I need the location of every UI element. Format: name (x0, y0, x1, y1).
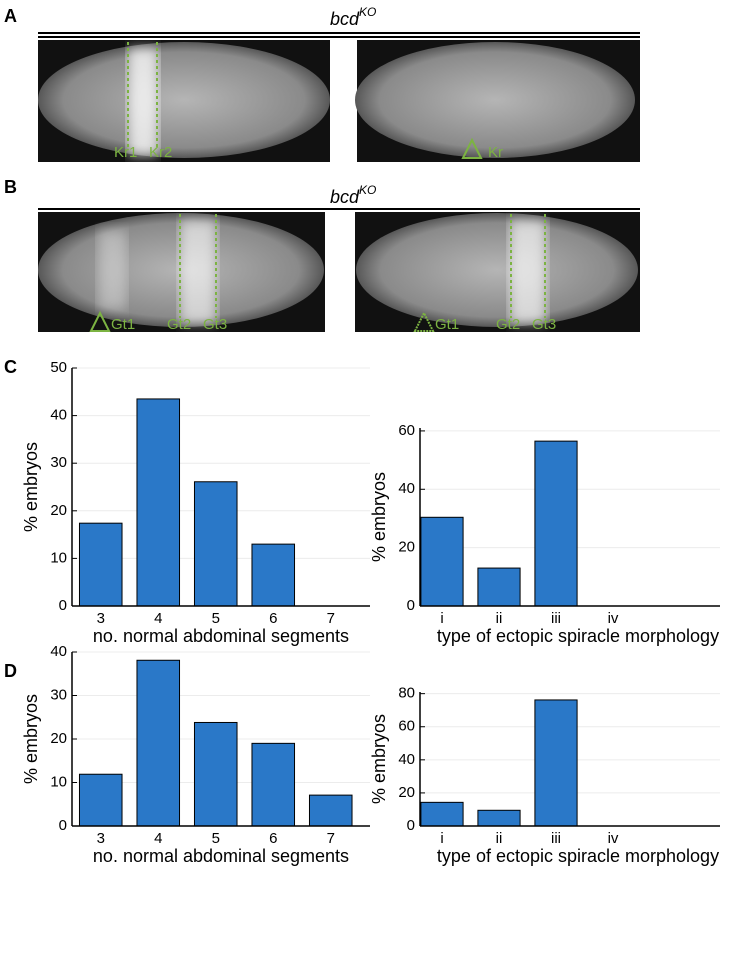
x-tick-label: 5 (212, 610, 220, 627)
gene-label: Kr (488, 144, 503, 161)
y-tick-label: 40 (50, 643, 67, 660)
gene-label: Kr2 (149, 144, 172, 161)
y-tick-label: 10 (50, 773, 67, 790)
x-tick-label: 5 (212, 830, 220, 847)
gene-label: Gt3 (203, 316, 227, 333)
gene-label: Gt1 (111, 316, 135, 333)
x-tick-label: iii (551, 610, 561, 627)
panel-label: B (4, 177, 17, 197)
triangle (461, 137, 483, 159)
stripe (510, 220, 546, 324)
triangle (413, 310, 435, 332)
x-axis-label: no. normal abdominal segments (93, 626, 349, 646)
stripe (98, 230, 126, 310)
x-tick-label: ii (496, 830, 503, 847)
y-axis-label: % embryos (21, 694, 41, 784)
y-axis-label: % embryos (21, 442, 41, 532)
bar (477, 567, 521, 607)
y-tick-label: 10 (50, 549, 67, 566)
x-tick-label: iii (551, 830, 561, 847)
bar (477, 809, 521, 827)
x-axis-label: type of ectopic spiracle morphology (437, 626, 719, 646)
x-tick-label: 4 (154, 830, 162, 847)
y-tick-label: 30 (50, 686, 67, 703)
bar (420, 801, 464, 827)
stripe (180, 220, 216, 324)
x-tick-label: iv (608, 610, 619, 627)
x-axis-label: no. normal abdominal segments (93, 846, 349, 866)
y-tick-label: 0 (59, 597, 67, 614)
x-tick-label: 6 (269, 610, 277, 627)
embryo (38, 42, 330, 158)
image-title: bcdKO (330, 183, 376, 207)
x-tick-label: 7 (327, 610, 335, 627)
y-tick-label: 50 (50, 359, 67, 376)
x-tick-label: iv (608, 830, 619, 847)
x-tick-label: i (440, 830, 443, 847)
gene-label: Gt2 (496, 316, 520, 333)
x-tick-label: 4 (154, 610, 162, 627)
y-tick-label: 0 (59, 817, 67, 834)
bar (193, 721, 238, 827)
x-tick-label: 7 (327, 830, 335, 847)
bar (308, 794, 353, 827)
bar (193, 481, 238, 607)
bar (251, 742, 296, 827)
y-tick-label: 0 (407, 597, 415, 614)
image-title: bcdKO (330, 5, 376, 29)
embryo (356, 213, 638, 327)
bar (78, 522, 123, 607)
y-tick-label: 20 (50, 502, 67, 519)
bar (420, 516, 464, 607)
y-axis-label: % embryos (369, 714, 389, 804)
embryo (355, 42, 635, 158)
bar (534, 699, 578, 827)
gene-label: Gt2 (167, 316, 191, 333)
y-tick-label: 80 (398, 685, 415, 702)
y-tick-label: 20 (398, 784, 415, 801)
bar (78, 773, 123, 827)
gene-label: Gt1 (435, 316, 459, 333)
y-tick-label: 60 (398, 718, 415, 735)
y-tick-label: 40 (50, 407, 67, 424)
y-tick-label: 60 (398, 422, 415, 439)
y-tick-label: 0 (407, 817, 415, 834)
y-tick-label: 20 (398, 539, 415, 556)
y-tick-label: 40 (398, 480, 415, 497)
gene-label: Kr1 (114, 144, 137, 161)
y-tick-label: 30 (50, 454, 67, 471)
x-tick-label: i (440, 610, 443, 627)
x-tick-label: 6 (269, 830, 277, 847)
x-tick-label: 3 (97, 830, 105, 847)
x-tick-label: ii (496, 610, 503, 627)
gene-label: Gt3 (532, 316, 556, 333)
bar (136, 659, 181, 827)
bar (251, 543, 296, 607)
bar (534, 440, 578, 607)
panel-label: D (4, 661, 17, 681)
triangle (89, 310, 111, 332)
panel-label: A (4, 6, 17, 26)
panel-label: C (4, 357, 17, 377)
y-axis-label: % embryos (369, 472, 389, 562)
stripe (128, 48, 158, 156)
bar (136, 398, 181, 607)
x-axis-label: type of ectopic spiracle morphology (437, 846, 719, 866)
x-tick-label: 3 (97, 610, 105, 627)
y-tick-label: 40 (398, 751, 415, 768)
y-tick-label: 20 (50, 730, 67, 747)
